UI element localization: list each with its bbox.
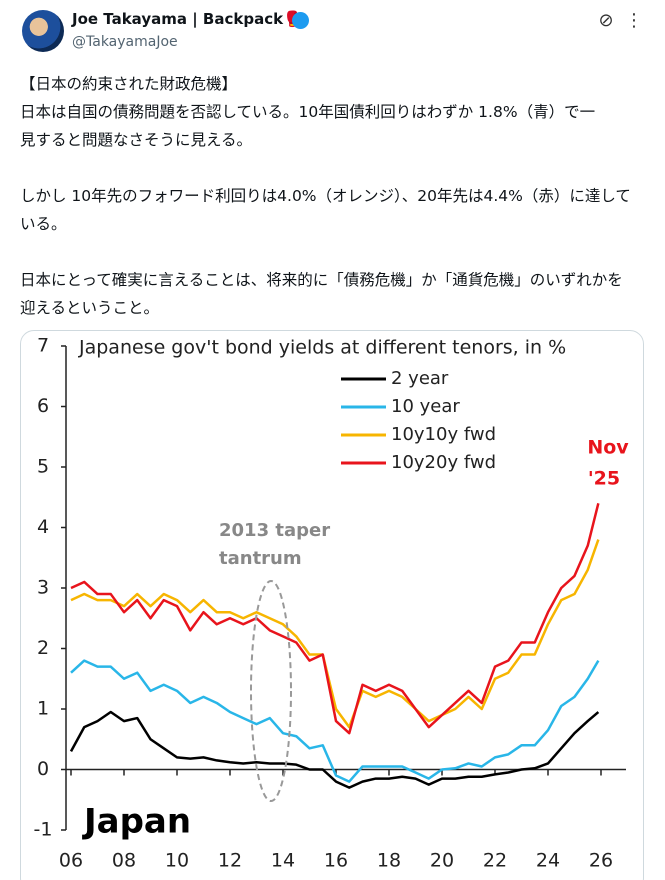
tweet-actions[interactable]: ⊘ ⋮	[598, 10, 643, 31]
series-line	[70, 659, 600, 783]
text-line: 日本は自国の債務問題を否認している。10年国債利回りはわずか 1.8%（青）で一	[20, 103, 596, 121]
y-tick-label: 3	[37, 577, 49, 599]
x-tick-label: 22	[483, 850, 507, 872]
x-tick-label: 24	[536, 850, 560, 872]
y-tick-label: 5	[37, 456, 49, 478]
text-line: 見すると問題なさそうに見える。	[20, 131, 253, 149]
annotation: tantrum	[219, 548, 302, 569]
legend-label: 10y10y fwd	[391, 424, 496, 445]
y-tick-label: 0	[37, 758, 49, 780]
y-tick-label: 7	[37, 335, 49, 357]
legend-label: 10y20y fwd	[391, 452, 496, 473]
y-tick-label: 6	[37, 395, 49, 417]
x-tick-label: 10	[165, 850, 189, 872]
paragraph: しかし 10年先のフォワード利回りは4.0%（オレンジ）、20年先は4.4%（赤…	[20, 182, 650, 238]
text-line: いる。	[20, 215, 67, 233]
paragraph: 日本にとって確実に言えることは、将来的に「債務危機」か「通貨危機」のいずれかを迎…	[20, 266, 650, 322]
author-handle[interactable]: @TakayamaJoe	[72, 34, 178, 50]
y-tick-label: -1	[34, 819, 53, 841]
x-tick-label: 26	[589, 850, 613, 872]
series-line	[69, 710, 600, 789]
annotation-ellipse	[250, 580, 292, 802]
x-tick-label: 08	[112, 850, 136, 872]
x-tick-label: 12	[218, 850, 242, 872]
annotation: 2013 taper	[219, 520, 330, 541]
text-line: 【日本の約束された財政危機】	[20, 75, 238, 93]
legend-label: 2 year	[391, 368, 449, 389]
chart-title: Japanese gov't bond yields at different …	[78, 337, 566, 359]
annotation: Nov	[587, 437, 629, 459]
tweet-text: 【日本の約束された財政危機】日本は自国の債務問題を否認している。10年国債利回り…	[20, 70, 650, 350]
author-name[interactable]: Joe Takayama | Backpack🥊	[72, 10, 302, 28]
x-tick-label: 20	[430, 850, 454, 872]
avatar[interactable]	[22, 10, 64, 52]
verified-badge	[292, 12, 309, 29]
annotation: '25	[588, 468, 620, 490]
series-line	[70, 539, 600, 729]
y-tick-label: 2	[37, 637, 49, 659]
y-tick-label: 4	[37, 516, 49, 538]
annotation: Japan	[82, 802, 191, 842]
text-line: 迎えるということ。	[20, 299, 160, 317]
text-line: 日本にとって確実に言えることは、将来的に「債務危機」か「通貨危機」のいずれかを	[20, 271, 623, 289]
paragraph: 【日本の約束された財政危機】日本は自国の債務問題を否認している。10年国債利回り…	[20, 70, 650, 154]
x-tick-label: 18	[377, 850, 401, 872]
x-tick-label: 06	[59, 850, 83, 872]
chart-card[interactable]: Japanese gov't bond yields at different …	[20, 330, 644, 880]
series-line	[70, 502, 600, 735]
x-tick-label: 14	[271, 850, 295, 872]
chart: Japanese gov't bond yields at different …	[34, 335, 630, 872]
x-tick-label: 16	[324, 850, 348, 872]
text-line: しかし 10年先のフォワード利回りは4.0%（オレンジ）、20年先は4.4%（赤…	[20, 187, 631, 205]
legend-label: 10 year	[391, 396, 460, 417]
y-tick-label: 1	[37, 698, 49, 720]
